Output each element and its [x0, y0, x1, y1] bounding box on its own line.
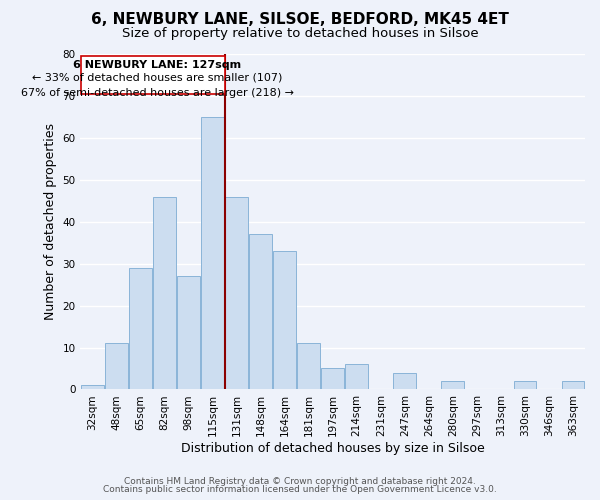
Text: Size of property relative to detached houses in Silsoe: Size of property relative to detached ho… — [122, 28, 478, 40]
Bar — [562, 381, 584, 390]
Bar — [225, 196, 248, 390]
Text: 67% of semi-detached houses are larger (218) →: 67% of semi-detached houses are larger (… — [21, 88, 294, 98]
Bar — [105, 344, 128, 390]
Bar — [177, 276, 200, 390]
Text: ← 33% of detached houses are smaller (107): ← 33% of detached houses are smaller (10… — [32, 73, 283, 83]
Text: 6, NEWBURY LANE, SILSOE, BEDFORD, MK45 4ET: 6, NEWBURY LANE, SILSOE, BEDFORD, MK45 4… — [91, 12, 509, 28]
Text: Contains HM Land Registry data © Crown copyright and database right 2024.: Contains HM Land Registry data © Crown c… — [124, 477, 476, 486]
Bar — [514, 381, 536, 390]
Bar — [201, 117, 224, 390]
Text: 6 NEWBURY LANE: 127sqm: 6 NEWBURY LANE: 127sqm — [73, 60, 242, 70]
Bar — [81, 386, 104, 390]
Y-axis label: Number of detached properties: Number of detached properties — [44, 123, 57, 320]
Bar — [297, 344, 320, 390]
Bar — [249, 234, 272, 390]
Bar — [273, 251, 296, 390]
Bar — [153, 196, 176, 390]
Bar — [129, 268, 152, 390]
Bar — [394, 372, 416, 390]
Text: Contains public sector information licensed under the Open Government Licence v3: Contains public sector information licen… — [103, 485, 497, 494]
Bar — [321, 368, 344, 390]
FancyBboxPatch shape — [81, 56, 224, 94]
Bar — [346, 364, 368, 390]
Bar — [442, 381, 464, 390]
X-axis label: Distribution of detached houses by size in Silsoe: Distribution of detached houses by size … — [181, 442, 485, 455]
